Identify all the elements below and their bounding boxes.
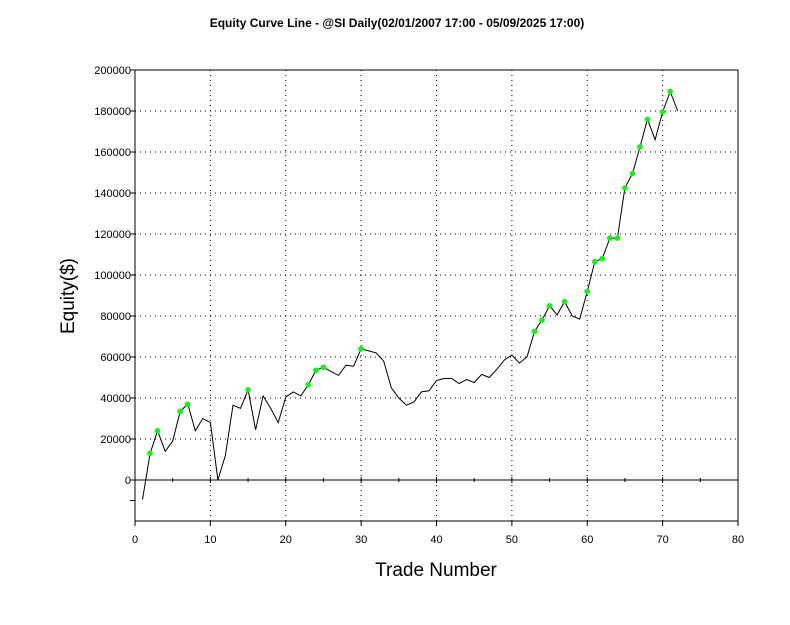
x-tick-labels: 0 10 20 30 40 50 60 70 80 xyxy=(132,534,744,546)
equity-high-marker xyxy=(591,258,598,265)
equity-high-marker xyxy=(305,381,312,388)
y-tick-label: 60000 xyxy=(100,352,131,364)
y-tick-label: 160000 xyxy=(94,147,131,159)
y-tick-label: 100000 xyxy=(94,270,131,282)
y-tick-labels: 0 20000 40000 60000 80000 100000 120000 140000 1… xyxy=(94,65,131,487)
x-axis-title: Trade Number xyxy=(375,560,497,581)
equity-series xyxy=(142,88,679,500)
x-tick-label: 0 xyxy=(132,534,138,546)
y-tick-label: 180000 xyxy=(94,106,131,118)
chart-title: Equity Curve Line - @SI Daily(02/01/2007… xyxy=(210,16,585,30)
equity-high-marker xyxy=(313,367,319,374)
equity-high-marker xyxy=(184,401,191,407)
y-tick-label: 0 xyxy=(125,475,131,487)
x-tick-label: 80 xyxy=(732,534,744,546)
axis-ticks xyxy=(130,69,739,526)
equity-high-marker xyxy=(358,346,364,352)
equity-high-marker xyxy=(320,364,327,371)
equity-high-marker xyxy=(177,408,184,415)
equity-high-marker xyxy=(531,328,538,335)
y-tick-label: 80000 xyxy=(100,311,131,323)
equity-high-marker xyxy=(154,428,161,434)
equity-high-marker xyxy=(614,235,621,241)
x-tick-label: 70 xyxy=(657,534,669,546)
y-tick-label: 20000 xyxy=(100,434,131,446)
grid-lines xyxy=(135,70,738,521)
equity-high-marker xyxy=(629,170,636,177)
equity-high-marker xyxy=(245,387,251,393)
x-tick-label: 10 xyxy=(204,534,216,546)
equity-high-marker xyxy=(644,116,651,122)
x-tick-label: 20 xyxy=(280,534,292,546)
equity-high-marker xyxy=(546,302,553,309)
y-tick-label: 40000 xyxy=(100,393,131,405)
equity-high-marker xyxy=(667,88,673,95)
equity-high-marker xyxy=(659,109,666,115)
equity-high-marker xyxy=(622,185,628,191)
x-tick-label: 60 xyxy=(581,534,593,546)
y-tick-label: 120000 xyxy=(94,229,131,241)
x-tick-label: 50 xyxy=(506,534,518,546)
y-axis-title: Equity($) xyxy=(58,258,79,334)
equity-line xyxy=(142,90,679,500)
y-tick-label: 200000 xyxy=(94,65,131,77)
x-tick-label: 30 xyxy=(355,534,367,546)
y-tick-label: 140000 xyxy=(94,188,131,200)
x-tick-label: 40 xyxy=(430,534,442,546)
equity-high-marker xyxy=(637,144,643,150)
equity-high-marker xyxy=(584,288,591,295)
equity-high-marker xyxy=(561,298,568,305)
equity-high-marker xyxy=(607,235,613,241)
equity-high-marker xyxy=(147,450,153,457)
equity-high-marker xyxy=(539,317,545,323)
equity-high-marker xyxy=(599,255,606,262)
